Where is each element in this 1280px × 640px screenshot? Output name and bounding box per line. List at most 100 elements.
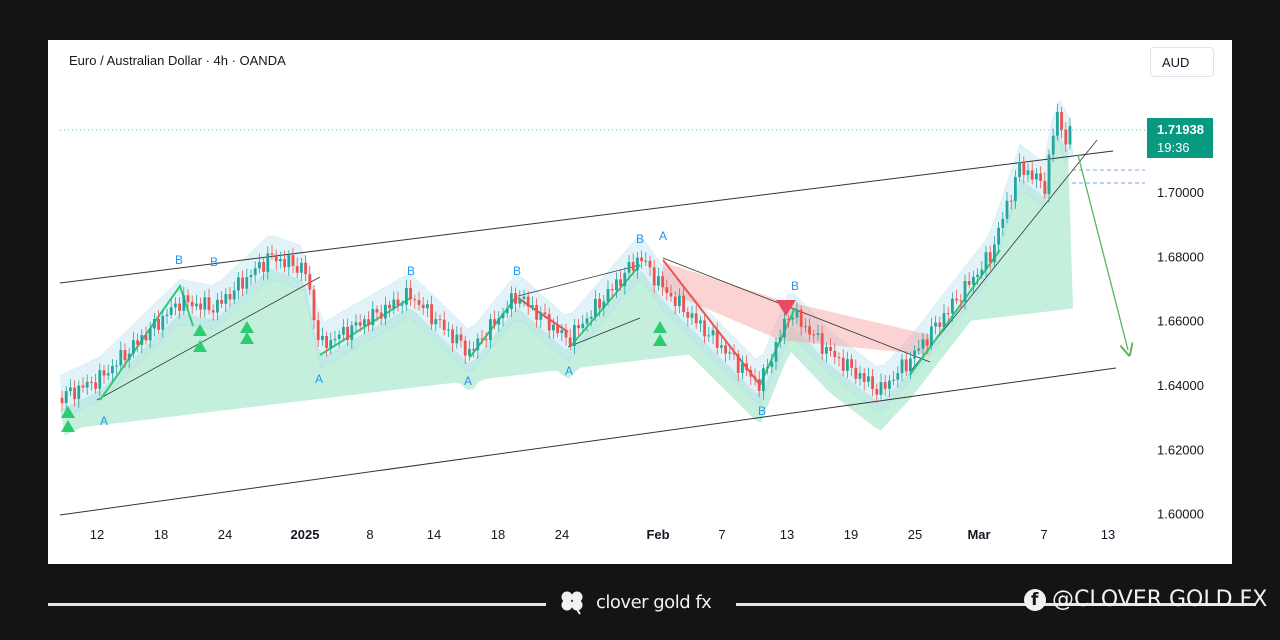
candle-body (787, 318, 790, 320)
candle-body (972, 276, 975, 285)
candle-body (896, 373, 900, 380)
candle-body (405, 287, 408, 305)
wave-label: A (100, 414, 108, 428)
brand: clover gold fx (558, 589, 712, 615)
candle-body (757, 379, 761, 392)
candle-body (157, 318, 160, 330)
candle-body (501, 313, 505, 319)
buy-signal-marker (653, 321, 667, 333)
candle-body (858, 373, 862, 379)
candle-body (300, 262, 303, 273)
candle-body (564, 330, 568, 338)
wave-label: A (659, 229, 667, 243)
candle-body (182, 295, 186, 311)
candle-body (657, 276, 660, 286)
candle-body (400, 304, 404, 306)
candle-body (644, 260, 648, 262)
y-tick-label: 1.60000 (1157, 507, 1204, 522)
candle-body (678, 295, 681, 307)
y-tick-label: 1.64000 (1157, 378, 1204, 393)
candle-body (707, 335, 711, 337)
candle-body (195, 303, 198, 307)
candle-body (207, 297, 211, 311)
candle-body (673, 296, 677, 307)
candle-body (594, 298, 597, 317)
zigzag-up (909, 249, 1001, 376)
buy-signal-marker (61, 406, 75, 418)
x-tick-label: 7 (1040, 527, 1047, 542)
wave-label: B (175, 253, 183, 267)
candle-body (636, 257, 639, 271)
candle-body (967, 280, 971, 285)
candle-body (883, 382, 887, 389)
candle-body (1060, 112, 1063, 130)
candle-body (661, 276, 664, 288)
candle-body (997, 227, 1000, 245)
candle-body (694, 313, 698, 324)
candle-body (745, 363, 748, 370)
candle-body (442, 319, 446, 330)
candle-body (1026, 170, 1030, 175)
candle-body (493, 319, 496, 325)
zigzag-up (99, 283, 194, 401)
signal-markers: A B B A B A B A B A B B (61, 229, 799, 432)
trend-bands (59, 99, 1074, 418)
candle-body (90, 381, 93, 383)
candle-body (841, 357, 845, 371)
social-handle[interactable]: f @CLOVER GOLD FX (1024, 587, 1267, 612)
candle-body (169, 307, 173, 315)
candle-body (993, 244, 996, 263)
currency-button[interactable]: AUD (1150, 47, 1214, 77)
wave-label: B (513, 264, 521, 278)
chart-title: Euro / Australian Dollar · 4h · OANDA (69, 53, 286, 68)
candle-body (741, 363, 744, 373)
candle-body (451, 329, 454, 344)
candle-body (539, 312, 543, 320)
candle-body (917, 348, 921, 351)
candle-body (1047, 154, 1051, 195)
candle-body (1014, 177, 1017, 202)
candle-body (476, 338, 480, 351)
candle-body (690, 313, 694, 318)
candle-body (1056, 112, 1059, 136)
buy-signal-marker (240, 332, 254, 344)
candle-body (724, 345, 727, 354)
candle-body (888, 380, 891, 389)
inner-trendline-2 (517, 264, 641, 297)
candle-body (266, 253, 270, 272)
candle-body (560, 330, 564, 334)
candle-body (791, 317, 795, 320)
zigzag-down (662, 259, 761, 386)
candle-body (211, 310, 215, 313)
candle-body (1064, 129, 1068, 145)
candle-body (220, 299, 223, 304)
zigzag-up (759, 307, 796, 386)
y-tick-label: 1.70000 (1157, 185, 1204, 200)
candle-body (850, 359, 853, 368)
candle-body (699, 320, 702, 324)
candle-body (904, 359, 908, 372)
buy-signal-marker (240, 321, 254, 333)
candle-body (909, 358, 912, 372)
candle-body (938, 322, 942, 327)
candle-body (161, 316, 165, 330)
buy-signal-marker (653, 334, 667, 346)
candle-body (921, 339, 925, 349)
candle-body (526, 296, 530, 307)
candle-body (153, 318, 156, 329)
candle-body (312, 289, 316, 321)
candle-body (333, 338, 337, 341)
zigzag-down (517, 297, 569, 333)
candle-body (472, 348, 475, 351)
x-tick-label: 24 (555, 527, 569, 542)
candle-body (421, 304, 425, 309)
candle-body (132, 340, 135, 354)
candle-body (1068, 126, 1072, 145)
x-tick-label: 13 (1101, 527, 1115, 542)
candle-body (270, 253, 274, 255)
candle-body (253, 268, 257, 276)
candle-body (732, 352, 736, 355)
candle-body (623, 272, 627, 287)
buy-signal-marker (193, 340, 207, 352)
